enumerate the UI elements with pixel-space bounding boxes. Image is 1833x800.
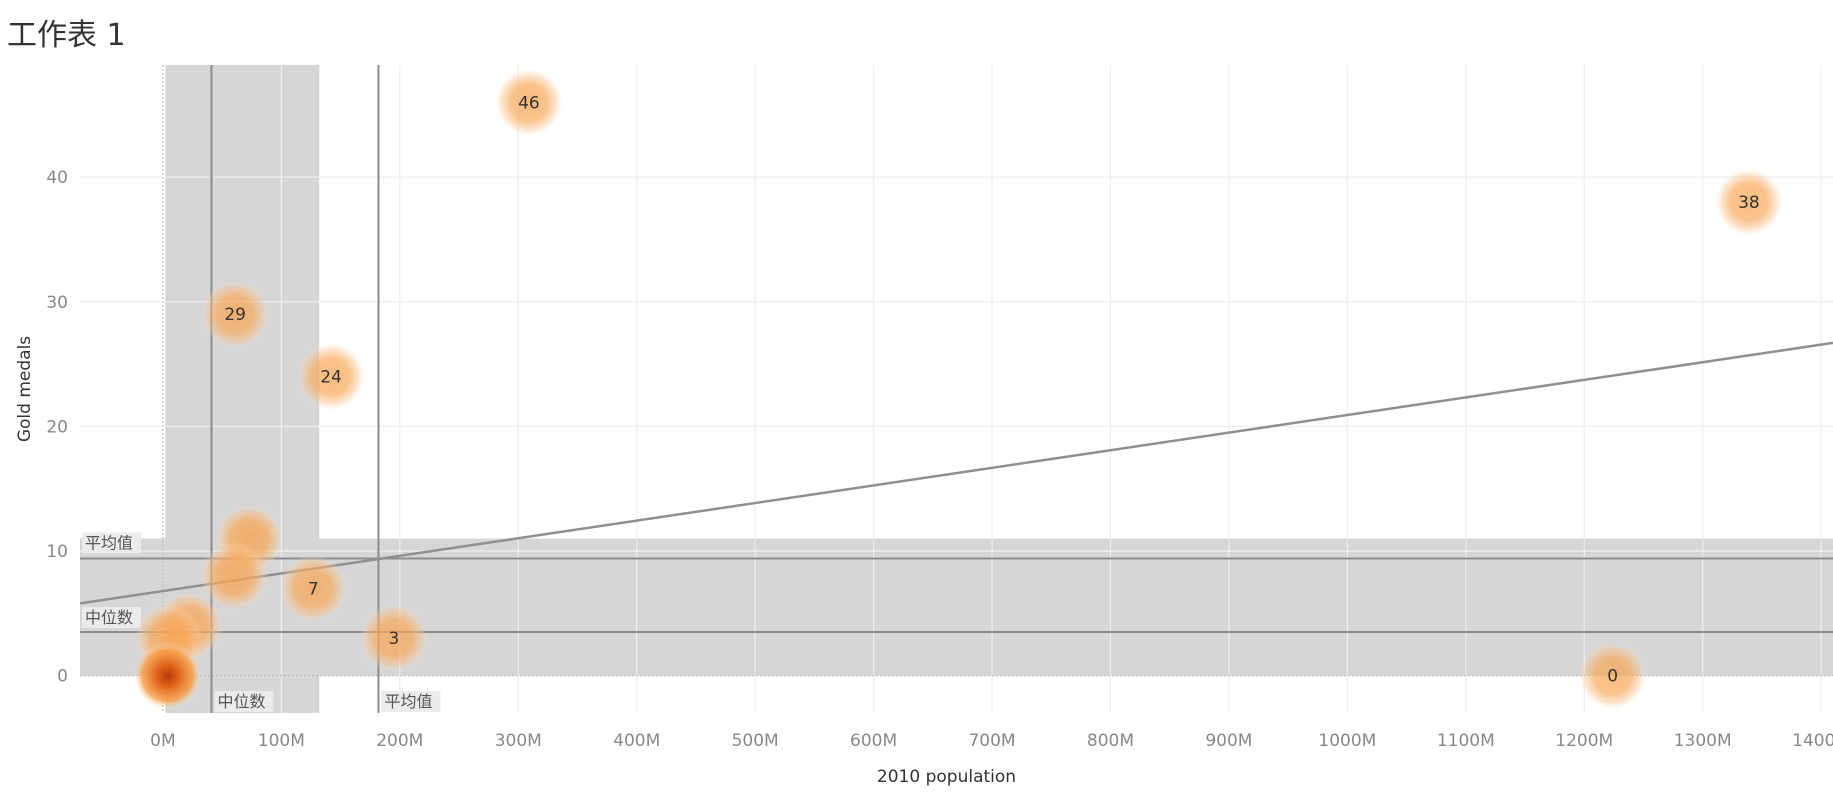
bubble-circle xyxy=(133,641,202,710)
y-axis-title: Gold medals xyxy=(15,336,35,442)
x-tick-label: 1400M xyxy=(1792,731,1833,751)
bubble xyxy=(199,541,268,610)
bubble-circle xyxy=(201,280,270,349)
bubble: 46 xyxy=(494,68,563,137)
x-tick-label: 1000M xyxy=(1318,731,1376,751)
x-tick-label: 500M xyxy=(732,731,779,751)
y-axis-ticks: 0 10 20 30 40 xyxy=(46,168,68,686)
bubble-circle xyxy=(494,68,563,137)
bubble: 7 xyxy=(279,554,348,623)
bubble-label: 29 xyxy=(224,305,246,325)
x-tick-label: 300M xyxy=(495,731,542,751)
x-mean-label-bg xyxy=(381,691,441,712)
bubble: 38 xyxy=(1714,168,1783,237)
y-tick-label: 0 xyxy=(57,667,68,687)
bubble-circle xyxy=(297,342,366,411)
x-tick-label: 1200M xyxy=(1555,731,1613,751)
bubble: 3 xyxy=(359,604,428,673)
y-tick-label: 10 xyxy=(46,542,68,562)
bubble-circle xyxy=(359,604,428,673)
y-median-label: 中位数 xyxy=(85,608,133,627)
bubble: 29 xyxy=(201,280,270,349)
x-median-label-group: 中位数 xyxy=(214,691,274,712)
bubble xyxy=(133,641,202,710)
y-median-label-bg xyxy=(82,607,141,628)
bubbles: 46 38 29 24 7 3 0 xyxy=(133,68,1783,710)
x-tick-label: 0M xyxy=(150,731,175,751)
y-tick-label: 20 xyxy=(46,417,68,437)
x-tick-label: 1100M xyxy=(1437,731,1495,751)
x-axis-ticks: 0M 100M 200M 300M 400M 500M 600M 700M 800M 900M 10… xyxy=(150,731,1833,751)
bubble: 24 xyxy=(297,342,366,411)
bubble-circle xyxy=(1578,641,1647,710)
trend-line xyxy=(79,341,1833,605)
bubble-label: 3 xyxy=(388,629,399,649)
distribution-bands xyxy=(80,65,1833,713)
x-tick-label: 400M xyxy=(613,731,660,751)
y-mean-label-bg xyxy=(82,532,141,554)
sheet-title: 工作表 1 xyxy=(7,18,126,53)
x-mean-label: 平均值 xyxy=(384,692,432,711)
y-tick-label: 30 xyxy=(46,293,68,313)
bubble-circle xyxy=(279,554,348,623)
bubble-label: 7 xyxy=(308,579,319,599)
bubble-label: 46 xyxy=(518,93,540,113)
bubble-label: 0 xyxy=(1607,667,1618,687)
x-axis-title: 2010 population xyxy=(877,767,1016,787)
x-tick-label: 700M xyxy=(968,731,1015,751)
y-mean-label: 平均值 xyxy=(85,533,133,552)
y-mean-label-group: 平均值 xyxy=(82,532,141,554)
bubble-circle xyxy=(199,541,268,610)
x-mean-label-group: 平均值 xyxy=(381,691,441,712)
x-median-label-bg xyxy=(214,691,274,712)
gridlines xyxy=(80,65,1833,713)
x-tick-label: 800M xyxy=(1087,731,1134,751)
bubble-label: 38 xyxy=(1738,193,1760,213)
x-tick-label: 1300M xyxy=(1674,731,1732,751)
y-tick-label: 40 xyxy=(46,168,68,188)
x-tick-label: 100M xyxy=(258,731,305,751)
x-tick-label: 200M xyxy=(376,731,423,751)
x-median-label: 中位数 xyxy=(217,692,265,711)
y-median-label-group: 中位数 xyxy=(82,607,141,628)
bubble-circle xyxy=(1714,168,1783,237)
x-tick-label: 600M xyxy=(850,731,897,751)
bubble-label: 24 xyxy=(320,368,342,388)
bubble: 0 xyxy=(1578,641,1647,710)
x-tick-label: 900M xyxy=(1205,731,1252,751)
trend-line-group xyxy=(79,341,1833,605)
